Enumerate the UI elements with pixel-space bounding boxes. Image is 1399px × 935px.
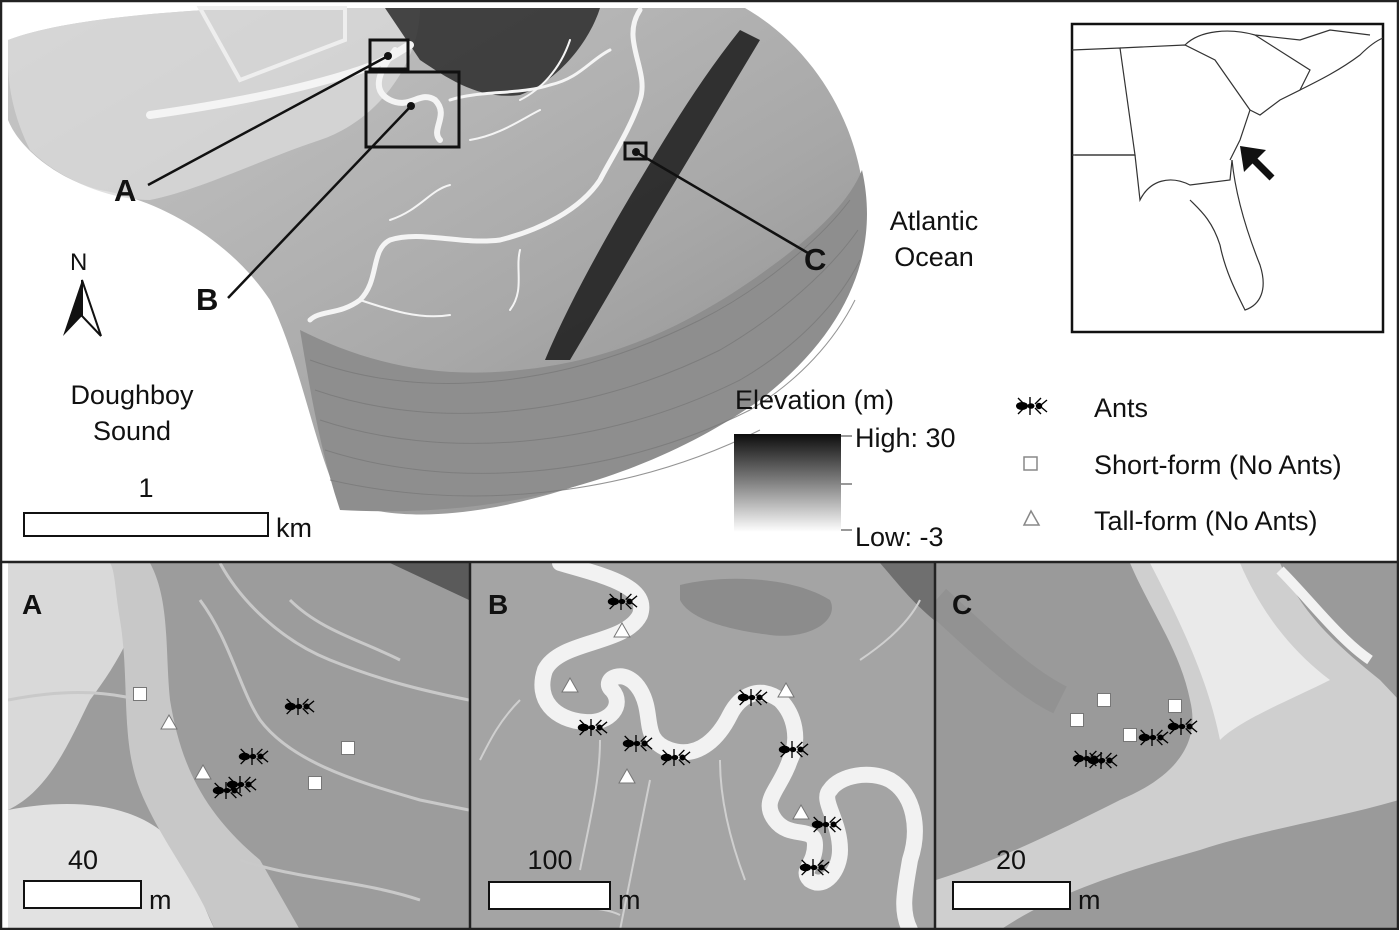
box-b	[364, 70, 461, 149]
short-form-square-icon	[1168, 699, 1182, 713]
dune-ridge	[545, 30, 760, 360]
svg-text:1: 1	[138, 473, 153, 503]
doughboy-label-1: Doughboy	[70, 380, 194, 410]
panel-a-markers	[133, 687, 355, 800]
callout-a: A	[114, 173, 136, 208]
atlantic-label-1: Atlantic	[890, 206, 979, 236]
short-form-square-icon	[133, 687, 147, 701]
panel-b: B 100 m	[471, 563, 934, 930]
svg-text:N: N	[70, 249, 87, 276]
symbol-legend: Ants Short-form (No Ants) Tall-form (No …	[1015, 393, 1342, 536]
panel-a-scale-bar: 40 m	[23, 845, 172, 915]
elevation-title: Elevation (m)	[735, 385, 894, 415]
panel-c: C 20 m	[936, 563, 1399, 930]
svg-text:40: 40	[68, 845, 98, 875]
box-c	[623, 141, 648, 161]
panel-a: A 40 m	[8, 563, 469, 930]
tall-form-triangle-icon	[561, 676, 579, 693]
tall-form-triangle-icon	[613, 621, 631, 638]
short-form-square-icon	[341, 741, 355, 755]
short-form-square-icon	[308, 776, 322, 790]
elevation-low: Low: -3	[855, 522, 944, 552]
panel-b-letter: B	[488, 589, 508, 620]
north-arrow-icon: N	[63, 249, 102, 337]
legend-ants-label: Ants	[1094, 393, 1148, 423]
legend-short-label: Short-form (No Ants)	[1094, 450, 1342, 480]
svg-text:m: m	[149, 885, 172, 915]
short-form-square-icon	[1123, 728, 1137, 742]
panel-a-letter: A	[22, 589, 42, 620]
tall-form-triangle-icon	[792, 803, 810, 820]
legend-tall-label: Tall-form (No Ants)	[1094, 506, 1318, 536]
callout-b: B	[196, 282, 218, 317]
main-map: A B C N Doughboy Sound Atlantic Ocean 1 …	[8, 5, 1399, 560]
svg-text:m: m	[618, 885, 641, 915]
legend-triangle-icon	[1022, 509, 1041, 526]
callout-c: C	[804, 242, 826, 277]
svg-text:100: 100	[527, 845, 572, 875]
elevation-legend: Elevation (m) High: 30 Low: -3	[734, 385, 956, 552]
tall-form-triangle-icon	[194, 763, 212, 780]
tall-form-triangle-icon	[618, 767, 636, 784]
beach-ridges	[300, 170, 867, 512]
short-form-square-icon	[1070, 713, 1084, 727]
panel-c-markers	[1070, 693, 1198, 770]
svg-text:km: km	[276, 513, 312, 543]
box-a	[368, 38, 410, 71]
short-form-square-icon	[1097, 693, 1111, 707]
panel-b-markers	[561, 592, 842, 877]
main-scale-bar: 1 km	[23, 473, 312, 543]
svg-text:20: 20	[996, 845, 1026, 875]
panel-c-scale-bar: 20 m	[952, 845, 1101, 915]
tall-form-triangle-icon	[160, 713, 178, 730]
svg-text:m: m	[1078, 885, 1101, 915]
legend-square-icon	[1023, 456, 1038, 471]
inset-map	[1070, 22, 1385, 334]
elevation-high: High: 30	[855, 423, 956, 453]
tidal-creeks	[146, 7, 645, 323]
arrow-icon	[1240, 146, 1275, 181]
atlantic-label-2: Ocean	[894, 242, 974, 272]
doughboy-label-2: Sound	[93, 416, 171, 446]
tall-form-triangle-icon	[777, 681, 795, 698]
panel-c-letter: C	[952, 589, 972, 620]
panel-b-scale-bar: 100 m	[488, 845, 641, 915]
